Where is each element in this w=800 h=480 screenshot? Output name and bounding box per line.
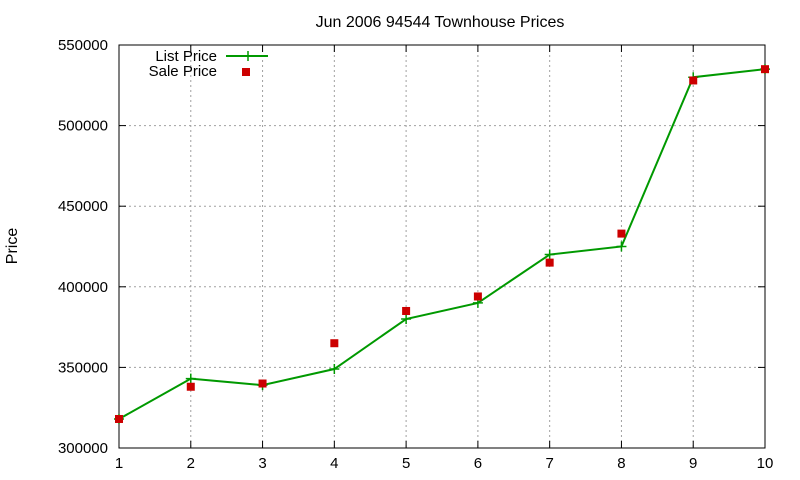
sale-price-point	[617, 229, 626, 238]
y-tick-label: 400000	[58, 279, 108, 296]
sale-price-point	[689, 76, 698, 85]
y-tick-label: 300000	[58, 440, 108, 457]
legend-marker-list-price	[243, 51, 253, 61]
x-tick-label: 3	[258, 455, 266, 472]
sale-price-point	[115, 414, 123, 423]
list-price-point	[401, 314, 412, 325]
chart-title: Jun 2006 94544 Townhouse Prices	[316, 14, 565, 31]
legend: List Price Sale Price	[149, 48, 268, 80]
axis-ticks: 1 2 3 4 5 6 7 8 9 10 300000 350000 400000 450000 50000…	[58, 37, 773, 472]
x-tick-label: 8	[617, 455, 625, 472]
sale-price-point	[330, 339, 339, 348]
y-tick-label: 350000	[58, 359, 108, 376]
legend-marker-sale-price	[242, 68, 250, 76]
list-price-point	[185, 373, 196, 384]
sale-price-point	[761, 65, 769, 74]
x-tick-label: 10	[757, 455, 774, 472]
list-price-point	[544, 249, 555, 260]
sale-price-point	[258, 379, 267, 388]
series-line-list-price	[118, 68, 766, 420]
y-tick-label: 450000	[58, 198, 108, 215]
sale-price-point	[186, 382, 195, 391]
legend-label-list-price: List Price	[155, 48, 217, 65]
plot-frame	[118, 44, 766, 449]
x-tick-label: 5	[402, 455, 410, 472]
sale-price-point	[402, 306, 411, 315]
legend-label-sale-price: Sale Price	[149, 63, 217, 80]
grid-lines	[119, 45, 765, 448]
list-price-point	[616, 241, 627, 252]
x-tick-label: 4	[330, 455, 338, 472]
x-tick-label: 2	[187, 455, 195, 472]
data-series	[114, 64, 770, 424]
x-tick-label: 6	[474, 455, 482, 472]
sale-price-point	[473, 292, 482, 301]
y-tick-label: 550000	[58, 37, 108, 54]
x-tick-label: 1	[115, 455, 123, 472]
y-axis-label: Price	[4, 228, 21, 265]
x-tick-label: 9	[689, 455, 697, 472]
sale-price-point	[545, 258, 554, 267]
x-tick-label: 7	[545, 455, 553, 472]
y-tick-label: 500000	[58, 118, 108, 135]
list-price-point	[329, 364, 340, 375]
